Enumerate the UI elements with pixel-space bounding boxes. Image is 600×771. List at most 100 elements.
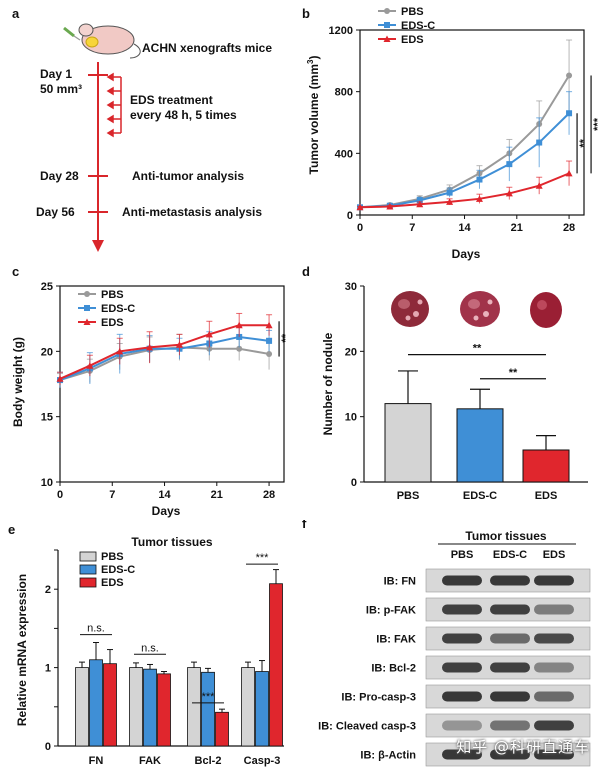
- panel-f-label: f: [302, 520, 307, 531]
- y-tick-label: 1200: [329, 25, 353, 37]
- x-tick-label: 0: [357, 222, 363, 234]
- data-point: [265, 321, 273, 329]
- legend-marker: [84, 291, 90, 297]
- data-point: [475, 195, 483, 202]
- day1-label: Day 1: [40, 67, 72, 81]
- series-eds: [356, 160, 573, 211]
- x-tick-label: 21: [211, 489, 223, 501]
- blot-band: [442, 575, 482, 586]
- data-point: [386, 203, 394, 210]
- y-tick-label: 800: [335, 87, 353, 99]
- blot-band: [534, 691, 574, 702]
- panel-d-nodule-chart: d Number of nodule 0 10 20 30 PBS EDS-C EDS ** *…: [302, 264, 588, 502]
- series-eds-c: [357, 91, 573, 211]
- significance-label: **: [473, 343, 482, 355]
- blot-row-label: IB: Bcl-2: [371, 663, 416, 675]
- blot-band: [442, 633, 482, 644]
- data-point: [356, 203, 364, 211]
- panel-c-body-weight-chart: c Body weight (g) Days 0 7 14 21 28 10 15 20 25 P…: [11, 264, 292, 518]
- series-line: [359, 112, 570, 209]
- blot-row-label: IB: p-FAK: [366, 605, 416, 617]
- panel-c-label: c: [12, 264, 19, 279]
- legend-label: EDS-C: [101, 303, 135, 315]
- x-tick-label: PBS: [397, 490, 420, 502]
- blot-band: [490, 720, 530, 731]
- day56-label: Day 56: [36, 205, 75, 219]
- panel-e-label: e: [8, 522, 15, 537]
- data-point: [536, 139, 543, 146]
- y-tick-label: 0: [45, 741, 51, 753]
- watermark: 知乎 @科研直通车: [456, 738, 590, 756]
- x-tick-label: EDS-C: [463, 490, 497, 502]
- bar-eds-bcl-2: [215, 711, 229, 747]
- legend-label: EDS: [101, 577, 124, 589]
- y-axis-label: Tumor volume (mm3): [306, 56, 321, 175]
- data-point: [56, 375, 64, 382]
- blot-row: IB: β-Actin: [360, 742, 591, 767]
- lane-label: PBS: [451, 549, 474, 561]
- y-tick-label: 20: [41, 346, 53, 358]
- y-tick-label: 2: [45, 584, 51, 596]
- blot-band: [534, 662, 574, 673]
- legend-label: EDS-C: [101, 564, 135, 576]
- y-axis-label: Relative mRNA expression: [15, 574, 29, 726]
- x-tick-label: FAK: [139, 755, 161, 767]
- data-point: [235, 321, 243, 329]
- blot-row-label: IB: FN: [384, 576, 416, 588]
- panel-a: a ACHN xenografts mice Day 1 50 mm³ EDS …: [12, 6, 272, 252]
- data-point: [416, 197, 423, 204]
- x-tick-label: 7: [109, 489, 115, 501]
- blot-band: [534, 575, 574, 586]
- bar-pbs-casp-3: [241, 667, 255, 747]
- significance-label: n.s.: [87, 623, 105, 635]
- significance-label: **: [280, 333, 292, 342]
- significance-label: ***: [256, 552, 270, 564]
- legend-swatch: [79, 551, 97, 562]
- plot-frame: [359, 29, 585, 216]
- panel-a-label: a: [12, 6, 20, 21]
- blot-band: [490, 604, 530, 615]
- bar-pbs: [384, 403, 432, 483]
- y-tick-label: 400: [335, 148, 353, 160]
- significance-label: ***: [202, 691, 216, 703]
- data-point: [266, 350, 273, 357]
- blot-band: [490, 662, 530, 673]
- y-axis-label: Body weight (g): [11, 337, 25, 427]
- legend-label: PBS: [101, 551, 124, 563]
- x-axis-label: Days: [152, 504, 181, 518]
- bar-eds-c-fak: [143, 668, 157, 747]
- panel-e-mrna-chart: e Tumor tissues Relative mRNA expression…: [8, 522, 284, 767]
- y-tick-label: 25: [41, 281, 53, 293]
- mouse-label: ACHN xenografts mice: [142, 41, 272, 55]
- day56-text: Anti-metastasis analysis: [122, 205, 262, 219]
- bar-pbs-bcl-2: [187, 667, 201, 747]
- blot-row: IB: Cleaved casp-3: [318, 713, 591, 738]
- legend-marker: [83, 318, 91, 325]
- panel-b-label: b: [302, 6, 310, 21]
- data-point: [116, 347, 124, 355]
- blot-row-label: IB: Cleaved casp-3: [318, 721, 416, 733]
- blot-band: [534, 720, 574, 731]
- y-tick-label: 10: [345, 412, 357, 424]
- plot-frame: [59, 285, 285, 483]
- legend-marker: [84, 305, 90, 311]
- data-point: [446, 189, 453, 196]
- data-point: [146, 343, 154, 351]
- treatment-line1: EDS treatment: [130, 93, 213, 107]
- blot-row-label: IB: β-Actin: [360, 750, 416, 762]
- legend-marker: [384, 8, 390, 14]
- blot-band: [442, 604, 482, 615]
- data-point: [476, 176, 483, 183]
- x-tick-label: 7: [409, 222, 415, 234]
- lung-image-eds-c: [460, 291, 500, 327]
- lung-images: [391, 291, 562, 328]
- legend-label: PBS: [101, 289, 124, 301]
- significance-label: **: [509, 367, 518, 379]
- blot-row: IB: p-FAK: [366, 597, 591, 622]
- blot-band: [534, 604, 574, 615]
- blot-band: [442, 749, 482, 760]
- data-point: [175, 341, 183, 348]
- x-tick-label: FN: [89, 755, 104, 767]
- lung-image-pbs: [391, 291, 429, 327]
- legend-marker: [384, 22, 390, 28]
